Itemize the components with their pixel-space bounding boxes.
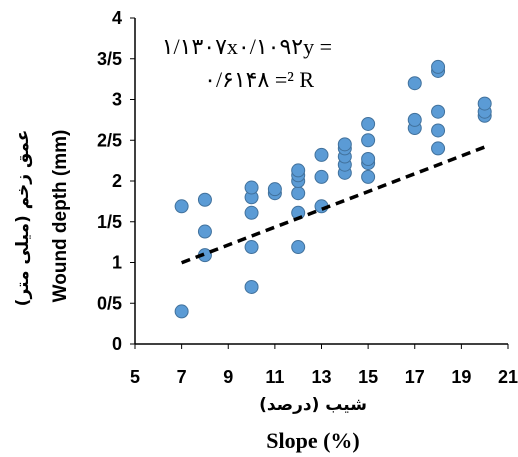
data-point [477, 96, 492, 111]
data-point [407, 76, 422, 91]
data-point [361, 169, 376, 184]
x-tick-label: 15 [358, 367, 378, 387]
data-point [407, 112, 422, 127]
data-point [361, 116, 376, 131]
data-point [431, 141, 446, 156]
trendline [181, 145, 486, 265]
y-tick-label: 3 [112, 90, 122, 110]
y-axis-label-fa: عمق زخم (میلی متر) [13, 130, 33, 307]
data-point [361, 151, 376, 166]
x-tick-label: 11 [265, 367, 284, 387]
x-axis-label-en: Slope (%) [266, 428, 360, 453]
equation-line-1: ۱/۱۳۰۷x۰/۱۰۹۲y = [162, 34, 332, 59]
y-tick-label: 2 [112, 171, 122, 191]
x-axis-label-fa: شیب (درصد) [259, 395, 367, 415]
y-tick-label: 4 [112, 8, 122, 28]
x-tick-label: 9 [223, 367, 233, 387]
x-tick-label: 19 [451, 367, 471, 387]
y-tick-label: 1/5 [97, 212, 122, 232]
y-tick-labels: 0 0/5 1 1/5 2 2/5 3 3/5 4 [97, 8, 135, 354]
data-point [431, 104, 446, 119]
data-point [431, 59, 446, 74]
x-tick-label: 7 [177, 367, 187, 387]
data-point [197, 224, 212, 239]
data-point [244, 240, 259, 255]
y-tick-label: 2/5 [97, 130, 122, 150]
y-tick-label: 0 [112, 334, 122, 354]
data-point [267, 182, 282, 197]
data-point [197, 192, 212, 207]
data-point [337, 137, 352, 152]
data-point [291, 240, 306, 255]
data-point [314, 169, 329, 184]
y-tick-label: 0/5 [97, 293, 122, 313]
x-tick-labels: 5 7 9 11 13 15 17 19 21 [130, 344, 518, 387]
x-tick-label: 5 [130, 367, 140, 387]
data-point [174, 199, 189, 214]
data-point [244, 205, 259, 220]
data-points [174, 59, 492, 319]
x-tick-label: 21 [498, 367, 518, 387]
data-point [291, 163, 306, 178]
data-point [361, 133, 376, 148]
data-point [174, 304, 189, 319]
data-point [244, 279, 259, 294]
y-tick-label: 3/5 [97, 49, 122, 69]
data-point [314, 147, 329, 162]
y-axis-label-en: Wound depth (mm) [50, 130, 71, 303]
y-tick-label: 1 [112, 253, 122, 273]
x-tick-label: 13 [311, 367, 331, 387]
equation-line-2: ۰/۶۱۴۸ =² R [204, 67, 314, 92]
data-point [291, 186, 306, 201]
data-point [244, 180, 259, 195]
data-point [431, 123, 446, 138]
x-tick-label: 17 [405, 367, 425, 387]
